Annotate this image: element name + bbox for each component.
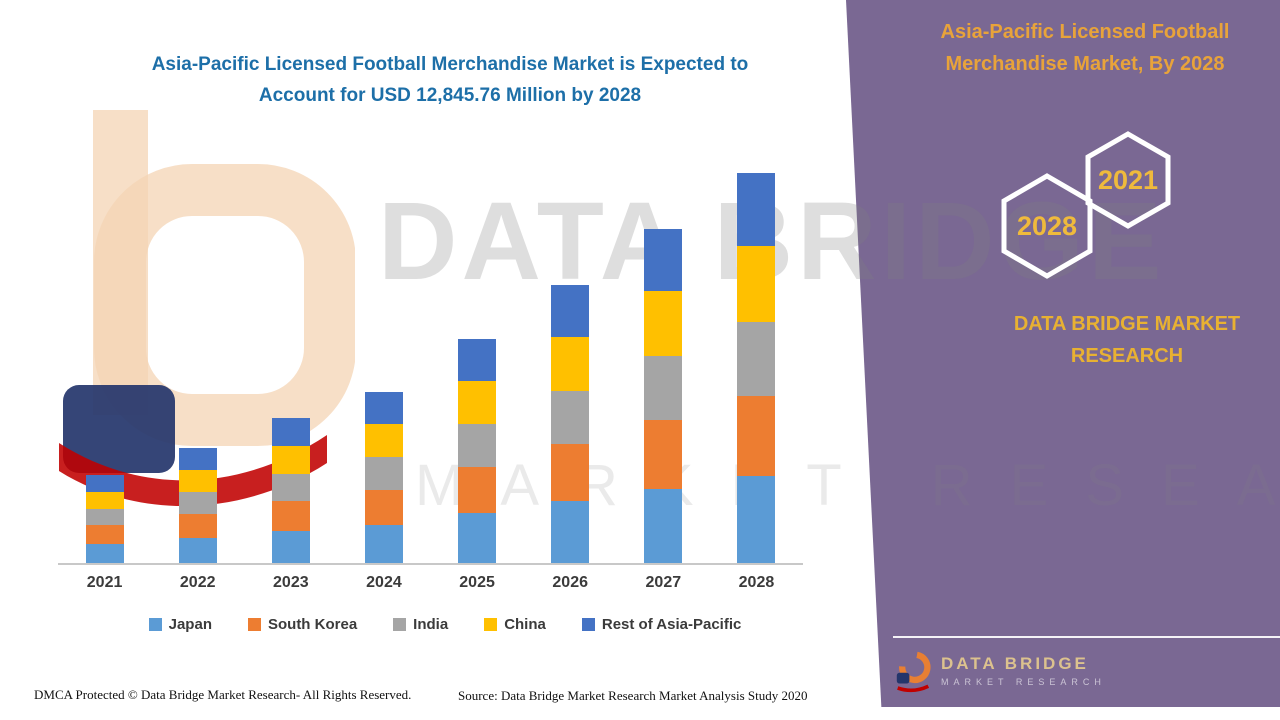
- bar-segment-rest-of-asia-pacific: [178, 447, 217, 470]
- legend-label: South Korea: [267, 616, 358, 633]
- side-panel-title-line2: Merchandise Market, By 2028: [945, 53, 1225, 75]
- brand-text-line1: DATA BRIDGE MARKET: [1013, 313, 1241, 335]
- footer-strip: [0, 707, 1280, 720]
- legend-swatch-icon: [148, 618, 162, 631]
- legend-swatch-icon: [393, 618, 407, 631]
- bar-segment-south-korea: [178, 513, 217, 538]
- bar-segment-south-korea: [644, 419, 683, 489]
- bar-segment-south-korea: [85, 525, 124, 544]
- bar-plot: [58, 168, 803, 565]
- bar-segment-rest-of-asia-pacific: [85, 475, 124, 492]
- bar-segment-japan: [458, 513, 497, 563]
- bar-segment-india: [737, 321, 776, 396]
- chart-legend: Japan South Korea India China Rest of Asia-P…: [50, 616, 840, 633]
- bar-segment-china: [85, 491, 124, 509]
- bar-segment-south-korea: [458, 467, 497, 514]
- bar-segment-rest-of-asia-pacific: [458, 338, 497, 381]
- bar-segment-japan: [364, 525, 403, 563]
- x-axis-label-2028: 2028: [738, 574, 775, 591]
- panel-divider: [893, 636, 1280, 638]
- bar-segment-rest-of-asia-pacific: [271, 418, 310, 446]
- bar-segment-rest-of-asia-pacific: [551, 284, 590, 337]
- bar-segment-south-korea: [737, 395, 776, 477]
- hexagon-2028-label: 2028: [1017, 211, 1077, 241]
- x-axis-label-2024: 2024: [366, 574, 402, 591]
- legend-item-rest-of-asia-pacific: Rest of Asia-Pacific: [581, 616, 742, 633]
- legend-label: China: [504, 616, 546, 633]
- x-axis-label-2023: 2023: [273, 574, 309, 591]
- bar-segment-rest-of-asia-pacific: [644, 228, 683, 292]
- bar-segment-rest-of-asia-pacific: [364, 391, 403, 424]
- bar-segment-south-korea: [271, 501, 310, 532]
- chart-title: Asia-Pacific Licensed Football Merchandi…: [60, 50, 840, 112]
- x-axis-label-2027: 2027: [645, 574, 682, 591]
- bar-segment-south-korea: [364, 489, 403, 525]
- bar-segment-india: [85, 508, 124, 526]
- source-note: Source: Data Bridge Market Research Mark…: [458, 688, 808, 703]
- chart-title-line1: Asia-Pacific Licensed Football Merchandi…: [151, 54, 749, 75]
- bar-2021: [85, 475, 124, 563]
- bar-2027: [644, 228, 683, 563]
- hexagon-2021-label: 2021: [1098, 165, 1158, 195]
- legend-swatch-icon: [581, 618, 595, 631]
- panel-logo-name: DATA BRIDGE: [941, 653, 1089, 673]
- bar-segment-japan: [551, 501, 590, 563]
- dmca-notice: DMCA Protected © Data Bridge Market Rese…: [34, 687, 412, 702]
- panel-logo: DATA BRIDGE MARKET RESEARCH: [895, 647, 1106, 693]
- bar-segment-south-korea: [551, 443, 590, 502]
- x-axis-label-2026: 2026: [552, 574, 588, 591]
- brand-text: DATA BRIDGE MARKET RESEARCH: [975, 308, 1279, 372]
- bar-segment-india: [644, 356, 683, 420]
- hexagon-2021: [1085, 131, 1171, 229]
- bar-segment-japan: [178, 537, 217, 563]
- bar-segment-india: [458, 424, 497, 468]
- legend-swatch-icon: [484, 618, 498, 631]
- bar-segment-china: [737, 245, 776, 322]
- side-panel-title: Asia-Pacific Licensed Football Merchandi…: [900, 16, 1270, 80]
- chart-title-line2: Account for USD 12,845.76 Million by 202…: [258, 84, 642, 106]
- bar-2026: [551, 284, 590, 563]
- bar-segment-rest-of-asia-pacific: [737, 172, 776, 246]
- bar-segment-china: [551, 336, 590, 391]
- bar-2022: [178, 447, 217, 563]
- x-axis-labels: 2021 2022 2023 2024 2025 2026 2027 2028: [58, 574, 803, 592]
- legend-item-south-korea: South Korea: [247, 616, 358, 633]
- panel-logo-text: DATA BRIDGE MARKET RESEARCH: [941, 654, 1106, 687]
- databridge-logo-watermark-icon: [59, 110, 355, 507]
- bar-segment-india: [271, 473, 310, 502]
- bar-segment-china: [458, 380, 497, 425]
- x-axis-label-2022: 2022: [179, 574, 216, 591]
- bar-segment-japan: [644, 488, 683, 563]
- databridge-logo-icon: [896, 651, 931, 693]
- bar-segment-china: [364, 423, 403, 458]
- bar-2028: [737, 172, 776, 563]
- legend-label: India: [413, 616, 449, 633]
- year-hexagons: 2028 2021: [1001, 131, 1171, 279]
- bar-segment-india: [178, 491, 217, 514]
- bar-segment-china: [271, 445, 310, 474]
- bar-segment-china: [644, 291, 683, 357]
- bar-segment-india: [364, 457, 403, 490]
- side-panel-title-line1: Asia-Pacific Licensed Football: [940, 21, 1230, 43]
- bar-segment-china: [178, 469, 217, 492]
- legend-item-japan: Japan: [148, 616, 212, 633]
- legend-item-china: China: [484, 616, 546, 633]
- brand-text-line2: RESEARCH: [1070, 345, 1184, 367]
- bar-2025: [458, 338, 497, 563]
- bar-2024: [364, 391, 403, 563]
- panel-logo-sub: MARKET RESEARCH: [941, 676, 1106, 687]
- legend-label: Japan: [168, 616, 212, 633]
- legend-item-india: India: [393, 616, 448, 633]
- bar-2023: [271, 418, 310, 563]
- legend-swatch-icon: [247, 618, 261, 631]
- x-axis-label-2025: 2025: [459, 574, 495, 591]
- legend-label: Rest of Asia-Pacific: [601, 616, 742, 633]
- bar-segment-japan: [737, 476, 776, 563]
- bar-segment-japan: [85, 543, 124, 563]
- bar-segment-india: [551, 390, 590, 444]
- bar-segment-japan: [271, 531, 310, 563]
- x-axis-label-2021: 2021: [86, 574, 123, 591]
